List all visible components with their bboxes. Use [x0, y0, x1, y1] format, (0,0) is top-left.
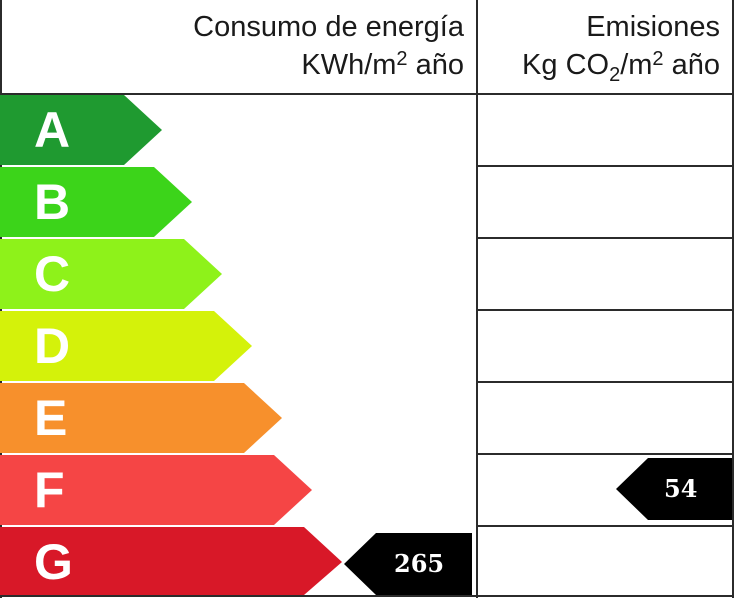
grid-row-divider [476, 309, 734, 311]
grid-row-divider [476, 453, 734, 455]
energy-consumption-value: 265 [394, 549, 445, 578]
rating-arrow-d-shape [0, 311, 252, 381]
rating-letter-c: C [34, 246, 71, 302]
energy-unit-text: KWh/m [301, 49, 397, 81]
emissions-unit-superscript: 2 [652, 48, 664, 70]
emissions-unit-subscript: 2 [609, 64, 621, 86]
rating-arrow-f-shape [0, 455, 312, 525]
grid-row-divider [476, 237, 734, 239]
energy-unit-superscript: 2 [396, 48, 408, 70]
rating-arrow-g-shape [0, 527, 342, 595]
emissions-value: 54 [664, 474, 698, 503]
rating-letter-e: E [34, 390, 68, 446]
emissions-unit-year: año [663, 49, 720, 81]
energy-consumption-header: Consumo de energía KWh/m2 año [0, 8, 464, 84]
rating-letter-d: D [34, 318, 71, 374]
grid-column-divider [476, 0, 478, 598]
rating-letter-a: A [34, 102, 71, 158]
rating-arrow-a-shape [0, 95, 162, 165]
emissions-marker-shape [616, 458, 732, 520]
grid-bottom-border [0, 595, 734, 597]
emissions-header-title: Emisiones [586, 11, 720, 43]
rating-arrow-c-shape [0, 239, 222, 309]
rating-arrow-b-shape [0, 167, 192, 237]
emissions-header: Emisiones Kg CO2/m2 año [478, 8, 720, 86]
grid-row-divider [476, 381, 734, 383]
energy-header-title: Consumo de energía [193, 11, 464, 43]
rating-letter-g: G [34, 534, 73, 590]
emissions-unit-text: Kg CO [522, 49, 610, 81]
grid-row-divider [476, 165, 734, 167]
emissions-header-unit: Kg CO2/m2 año [478, 46, 720, 86]
energy-value-marker: 265 [344, 533, 472, 595]
grid-row-divider [476, 525, 734, 527]
watermark-text: habitaclia [304, 282, 416, 309]
energy-marker-shape [344, 533, 472, 595]
emissions-value-marker: 54 [616, 458, 732, 520]
grid-header-divider [0, 93, 734, 95]
rating-letter-b: B [34, 174, 71, 230]
energy-header-unit: KWh/m2 año [0, 46, 464, 84]
rating-arrow-e-shape [0, 383, 282, 453]
energy-unit-year: año [407, 49, 464, 81]
grid-right-border [732, 0, 734, 598]
rating-letter-f: F [34, 462, 65, 518]
emissions-unit-per: /m [620, 49, 653, 81]
